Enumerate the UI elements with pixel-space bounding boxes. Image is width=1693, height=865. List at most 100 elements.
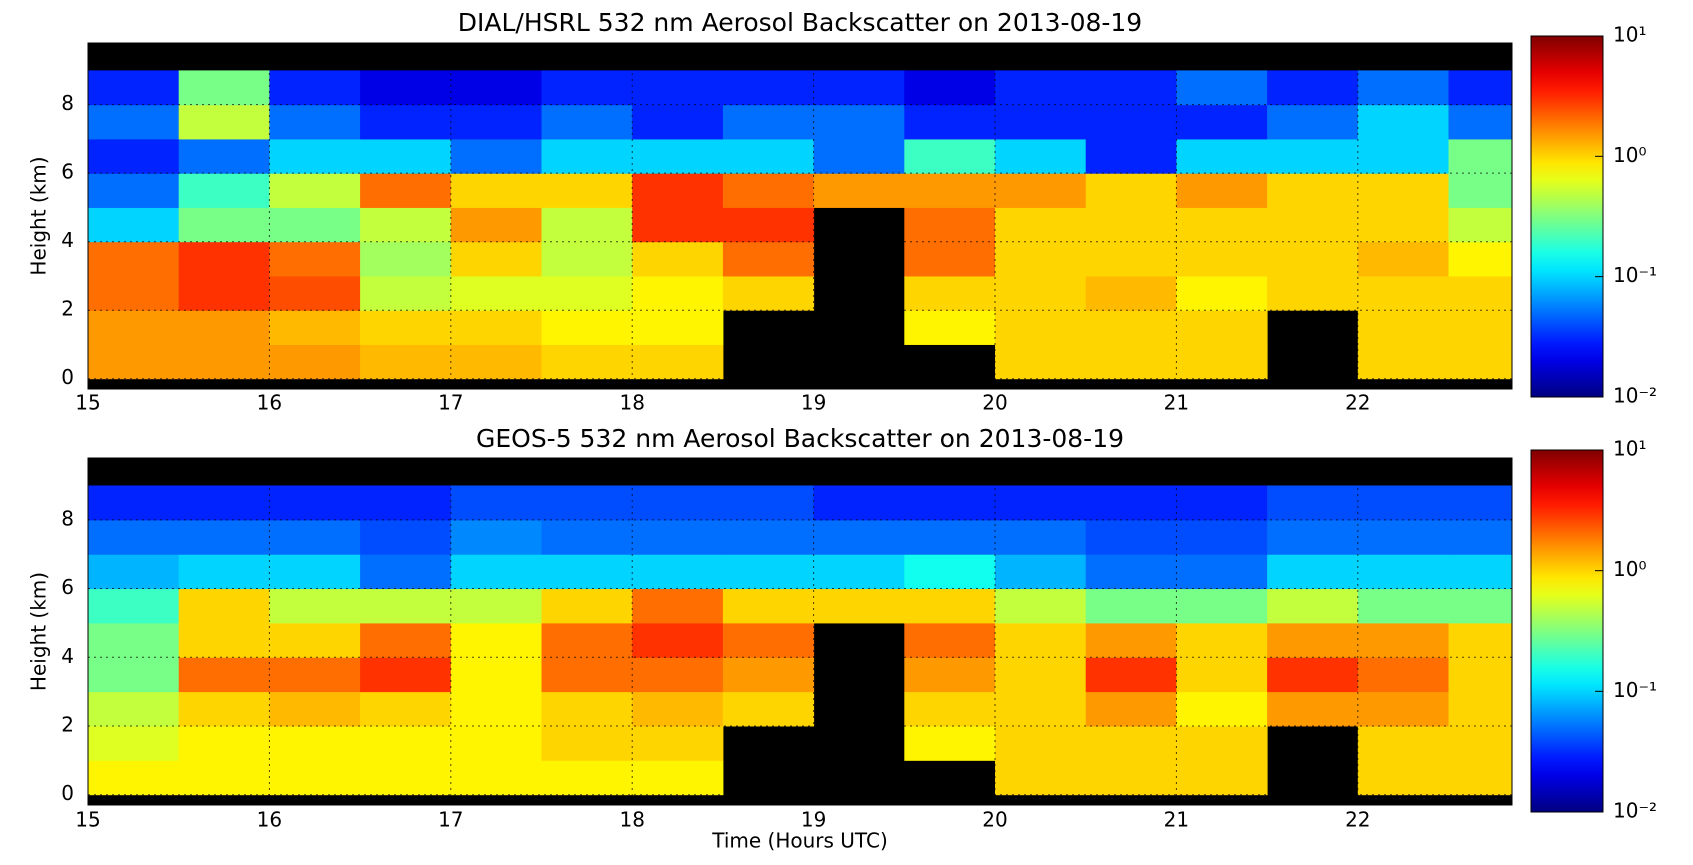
heatmap-cell — [995, 554, 1087, 590]
heatmap-cell — [995, 657, 1087, 693]
heatmap-cell — [269, 310, 361, 345]
heatmap-cell — [269, 725, 361, 761]
heatmap-cell — [904, 138, 996, 174]
heatmap-cell — [813, 519, 905, 555]
heatmap-cell — [632, 70, 724, 106]
heatmap-cell — [88, 275, 180, 311]
x-tick-label: 20 — [982, 391, 1007, 415]
colorbar-tick-label: 10⁻¹ — [1613, 678, 1657, 702]
y-axis-label: Height (km) — [27, 572, 51, 691]
heatmap-cell — [1357, 70, 1450, 106]
heatmap-cell — [541, 344, 633, 380]
heatmap-cell — [1448, 519, 1513, 555]
y-tick-label: 8 — [61, 506, 74, 530]
colorbar — [1530, 449, 1604, 813]
heatmap-cell — [995, 760, 1087, 796]
heatmap-cell — [1448, 554, 1513, 590]
heatmap-cell — [1176, 760, 1268, 796]
heatmap-cell — [904, 207, 996, 243]
heatmap-cell — [995, 104, 1087, 140]
heatmap-cell — [541, 310, 633, 345]
heatmap-cell — [1085, 691, 1177, 727]
heatmap-cell — [1085, 70, 1177, 106]
heatmap-cell — [1448, 104, 1513, 140]
x-tick-label: 17 — [438, 808, 463, 832]
x-tick-label: 20 — [982, 808, 1007, 832]
x-axis-label: Time (Hours UTC) — [711, 829, 888, 853]
heatmap-cell — [1267, 138, 1359, 174]
heatmap-cell — [632, 207, 724, 243]
chart-title: GEOS-5 532 nm Aerosol Backscatter on 201… — [476, 424, 1124, 453]
heatmap-cell — [995, 138, 1087, 174]
heatmap-cell — [813, 138, 905, 174]
plot-frame — [87, 457, 1513, 806]
heatmap-cell — [632, 760, 724, 796]
heatmap-cell — [1085, 104, 1177, 140]
heatmap-cell — [632, 173, 724, 208]
heatmap-cell — [269, 657, 361, 693]
heatmap-cell — [1267, 275, 1359, 311]
colorbar-tick-label: 10⁰ — [1613, 557, 1646, 581]
heatmap-cell — [360, 275, 452, 311]
heatmap-cell — [995, 725, 1087, 761]
heatmap-cell — [1448, 207, 1513, 243]
heatmap-cell — [360, 588, 452, 624]
heatmap-cell — [813, 485, 905, 521]
heatmap-cell — [1357, 485, 1450, 521]
y-tick-label: 8 — [61, 91, 74, 115]
heatmap-cell — [88, 241, 180, 277]
heatmap-cell — [1267, 519, 1359, 555]
heatmap-cell — [88, 554, 180, 590]
heatmap-cell — [722, 70, 815, 106]
heatmap-cell — [450, 519, 543, 555]
heatmap-cell — [541, 691, 633, 727]
heatmap-cell — [178, 760, 270, 796]
heatmap-cell — [904, 485, 996, 521]
heatmap-cell — [1176, 725, 1268, 761]
heatmap-cell — [178, 207, 270, 243]
heatmap-cell — [88, 104, 180, 140]
heatmap-cell — [904, 173, 996, 208]
heatmap-cell — [541, 173, 633, 208]
heatmap-cell — [269, 275, 361, 311]
x-tick-label: 15 — [75, 391, 100, 415]
heatmap-cell — [88, 519, 180, 555]
heatmap-cell — [904, 657, 996, 693]
heatmap-cell — [1176, 310, 1268, 345]
heatmap-cell — [1448, 344, 1513, 380]
heatmap-cell — [1267, 241, 1359, 277]
heatmap-cell — [88, 725, 180, 761]
heatmap-cell — [995, 241, 1087, 277]
heatmap-cell — [995, 344, 1087, 380]
heatmap-cell — [450, 275, 543, 311]
heatmap-cell — [360, 241, 452, 277]
heatmap-cell — [269, 554, 361, 590]
heatmap-cell — [1357, 310, 1450, 345]
heatmap-cell — [541, 70, 633, 106]
heatmap-cell — [1357, 588, 1450, 624]
heatmap-cell — [1085, 310, 1177, 345]
heatmap-cell — [995, 691, 1087, 727]
heatmap-cell — [88, 691, 180, 727]
heatmap-cell — [904, 70, 996, 106]
heatmap-cell — [904, 725, 996, 761]
heatmap-cell — [1267, 173, 1359, 208]
y-tick-label: 4 — [61, 644, 74, 668]
heatmap-cell — [269, 519, 361, 555]
heatmap-cell — [269, 207, 361, 243]
heatmap-cell — [269, 588, 361, 624]
heatmap-cell — [722, 241, 815, 277]
heatmap-cell — [1448, 485, 1513, 521]
heatmap-cell — [360, 657, 452, 693]
heatmap-cell — [88, 588, 180, 624]
heatmap-cell — [541, 275, 633, 311]
heatmap-cell — [1085, 760, 1177, 796]
heatmap-cell — [1176, 554, 1268, 590]
heatmap-cell — [632, 485, 724, 521]
heatmap-cell — [360, 344, 452, 380]
heatmap-cell — [88, 344, 180, 380]
y-tick-label: 6 — [61, 575, 74, 599]
heatmap-cell — [541, 760, 633, 796]
y-tick-label: 2 — [61, 712, 74, 736]
